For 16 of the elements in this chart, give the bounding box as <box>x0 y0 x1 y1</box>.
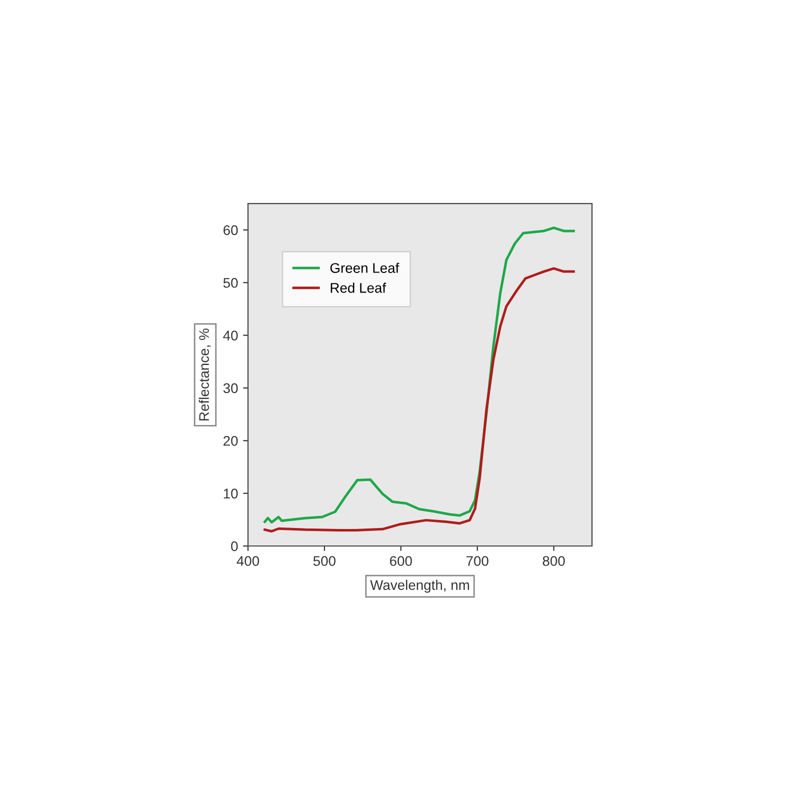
y-tick-label: 50 <box>223 278 238 288</box>
x-tick-label: 500 <box>313 556 336 566</box>
legend-label: Green Leaf <box>330 262 400 273</box>
y-tick-label: 60 <box>224 225 238 236</box>
y-tick-label: 20 <box>224 436 238 446</box>
x-tick-label: 400 <box>236 556 260 566</box>
y-axis-title: Reflectance, % <box>198 328 211 420</box>
x-tick-label: 600 <box>390 556 412 566</box>
x-tick-label: 800 <box>542 556 565 566</box>
x-axis-title: Wavelength, nm <box>370 580 470 593</box>
legend-label: Red Leaf <box>330 282 386 293</box>
y-tick-label: 40 <box>223 330 238 340</box>
y-tick-label: 30 <box>223 383 238 394</box>
y-tick-label: 10 <box>224 488 238 498</box>
y-tick-label: 0 <box>231 541 238 552</box>
x-tick-label: 700 <box>466 556 488 566</box>
